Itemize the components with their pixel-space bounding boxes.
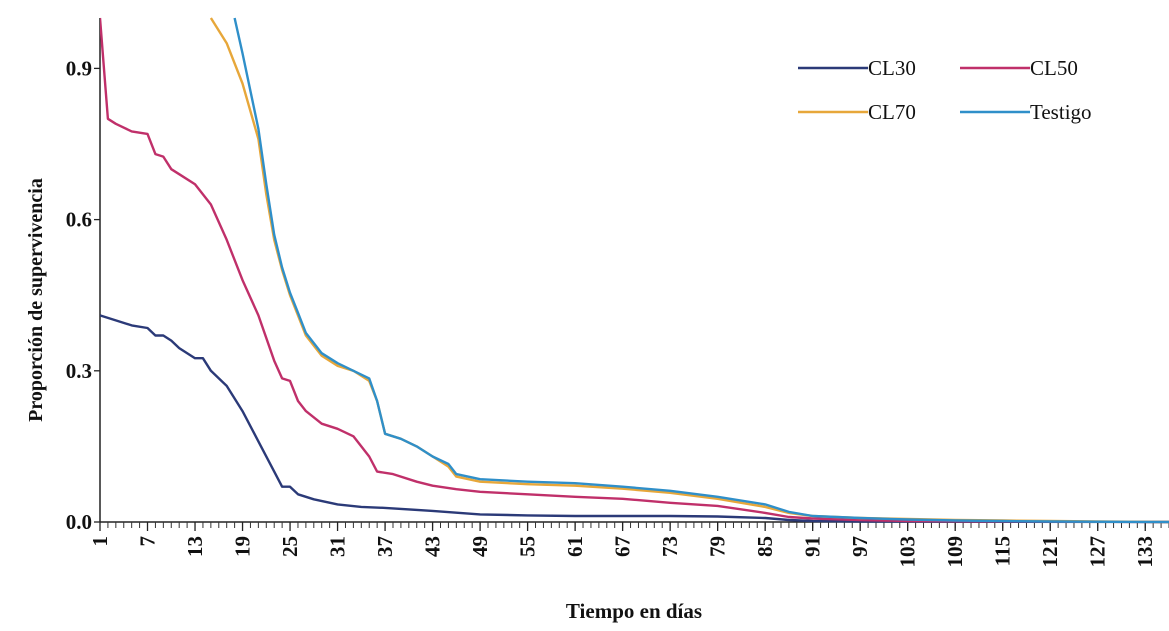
x-tick-label: 13 <box>183 536 207 557</box>
legend-label-cl70: CL70 <box>868 100 916 124</box>
x-tick-label: 49 <box>468 536 492 557</box>
legend-label-cl50: CL50 <box>1030 56 1078 80</box>
legend-label-testigo: Testigo <box>1030 100 1092 124</box>
series-line-cl70 <box>209 17 1169 524</box>
x-tick-label: 121 <box>1038 536 1062 568</box>
x-tick-label: 91 <box>801 536 825 557</box>
series-line-cl50 <box>100 17 1169 524</box>
x-tick-label: 43 <box>421 536 445 557</box>
x-tick-label: 85 <box>753 536 777 557</box>
x-tick-label: 109 <box>943 536 967 568</box>
x-tick-label: 19 <box>231 536 255 557</box>
y-tick-label: 0.3 <box>66 359 92 383</box>
x-tick-label: 67 <box>611 536 635 557</box>
y-tick-label: 0.0 <box>66 510 92 534</box>
x-tick-label: 103 <box>896 536 920 568</box>
x-tick-label: 55 <box>516 536 540 557</box>
x-tick-label: 31 <box>326 536 350 557</box>
x-tick-label: 115 <box>991 536 1015 566</box>
y-tick-label: 0.6 <box>66 208 92 232</box>
x-tick-label: 1 <box>88 536 112 547</box>
series-line-testigo <box>233 17 1169 524</box>
x-axis-label: Tiempo en días <box>566 599 702 623</box>
legend-label-cl30: CL30 <box>868 56 916 80</box>
x-tick-label: 133 <box>1133 536 1157 568</box>
plot-area: 0.0 0.3 0.6 0.9 1 7 13 19 25 31 37 43 49 55 61 67 73 79 85… <box>66 17 1169 568</box>
x-tick-label: 7 <box>136 536 160 547</box>
y-axis-label: Proporción de supervivencia <box>25 178 47 422</box>
series-line-cl30 <box>100 314 1169 524</box>
x-tick-label: 127 <box>1086 536 1110 568</box>
x-tick-label: 73 <box>658 536 682 557</box>
x-tick-label: 61 <box>563 536 587 557</box>
y-tick-label: 0.9 <box>66 56 92 80</box>
x-tick-label: 37 <box>373 536 397 557</box>
x-tick-label: 25 <box>278 536 302 557</box>
x-tick-label: 97 <box>848 536 872 557</box>
x-tick-label: 79 <box>706 536 730 557</box>
